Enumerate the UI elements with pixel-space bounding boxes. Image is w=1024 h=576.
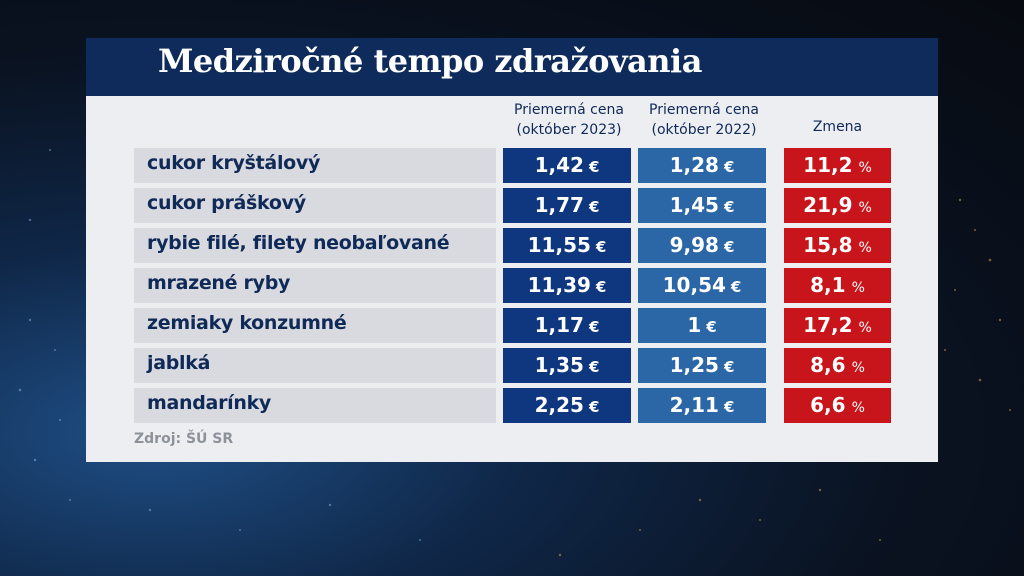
table-row: zemiaky konzumné 1,17 €1 €17,2% <box>134 308 891 343</box>
change-cell: 21,9% <box>784 188 891 223</box>
row-label-cell: mandarínky <box>134 388 496 423</box>
price-2023-value: 1,35 <box>534 353 584 377</box>
price-2023-cell: 11,55 € <box>503 228 631 263</box>
row-label: cukor práškový <box>147 192 306 214</box>
percent-symbol: % <box>851 360 865 376</box>
change-cell: 17,2% <box>784 308 891 343</box>
price-2022-cell: 1,45 € <box>638 188 766 223</box>
price-2023-value: 1,17 <box>534 313 584 337</box>
price-2023-cell: 1,42 € <box>503 148 631 183</box>
price-2023-cell: 1,17 € <box>503 308 631 343</box>
title-bar: Medziročné tempo zdražovania <box>86 38 938 96</box>
row-label-cell: cukor kryštálový <box>134 148 496 183</box>
column-header-price-2023: Priemerná cena (október 2023) <box>499 100 639 140</box>
column-header-price-2022: Priemerná cena (október 2022) <box>634 100 774 140</box>
row-label-cell: rybie filé, filety neobaľované <box>134 228 496 263</box>
column-header-line: (október 2022) <box>651 122 757 138</box>
price-2023-value: 11,39 <box>527 273 591 297</box>
row-label: mandarínky <box>147 392 271 414</box>
percent-symbol: % <box>858 320 872 336</box>
change-cell: 8,1% <box>784 268 891 303</box>
currency-symbol: € <box>723 398 735 416</box>
change-cell: 8,6% <box>784 348 891 383</box>
change-value: 6,6 <box>810 393 846 417</box>
currency-symbol: € <box>588 358 600 376</box>
price-2022-cell: 1,25 € <box>638 348 766 383</box>
price-2022-cell: 10,54 € <box>638 268 766 303</box>
price-2023-cell: 1,77 € <box>503 188 631 223</box>
price-2022-value: 1,25 <box>669 353 719 377</box>
change-value: 17,2 <box>803 313 853 337</box>
currency-symbol: € <box>723 198 735 216</box>
row-label-cell: mrazené ryby <box>134 268 496 303</box>
table-row: cukor kryštálový 1,42 €1,28 €11,2% <box>134 148 891 183</box>
currency-symbol: € <box>730 278 742 296</box>
table-row: mandarínky 2,25 €2,11 €6,6% <box>134 388 891 423</box>
column-header-line: Priemerná cena <box>514 102 624 118</box>
row-label-cell: cukor práškový <box>134 188 496 223</box>
row-label: jablká <box>147 352 211 374</box>
price-table-card: Medziročné tempo zdražovania Priemerná c… <box>86 38 938 462</box>
currency-symbol: € <box>723 238 735 256</box>
change-value: 8,1 <box>810 273 846 297</box>
price-2022-value: 10,54 <box>662 273 726 297</box>
price-2022-cell: 2,11 € <box>638 388 766 423</box>
currency-symbol: € <box>588 318 600 336</box>
row-label: rybie filé, filety neobaľované <box>147 232 450 254</box>
currency-symbol: € <box>588 398 600 416</box>
currency-symbol: € <box>706 318 717 336</box>
table-row: rybie filé, filety neobaľované 11,55 €9,98… <box>134 228 891 263</box>
column-header-change: Zmena <box>812 119 863 135</box>
price-2022-cell: 1,28 € <box>638 148 766 183</box>
price-2022-value: 1,45 <box>669 193 719 217</box>
page-title: Medziročné tempo zdražovania <box>158 42 702 80</box>
price-2023-value: 1,77 <box>534 193 584 217</box>
row-label: cukor kryštálový <box>147 152 321 174</box>
currency-symbol: € <box>723 358 735 376</box>
change-cell: 6,6% <box>784 388 891 423</box>
table-row: mrazené ryby 11,39 €10,54 €8,1% <box>134 268 891 303</box>
percent-symbol: % <box>858 160 872 176</box>
price-2022-cell: 1 € <box>638 308 766 343</box>
percent-symbol: % <box>858 200 872 216</box>
column-header-line: (október 2023) <box>516 122 622 138</box>
price-2022-value: 9,98 <box>669 233 719 257</box>
change-cell: 11,2% <box>784 148 891 183</box>
row-label: mrazené ryby <box>147 272 291 294</box>
column-header-line: Priemerná cena <box>649 102 759 118</box>
price-2023-value: 1,42 <box>534 153 584 177</box>
row-label-cell: jablká <box>134 348 496 383</box>
price-2023-cell: 1,35 € <box>503 348 631 383</box>
change-value: 8,6 <box>810 353 846 377</box>
currency-symbol: € <box>588 158 600 176</box>
price-2022-value: 1 <box>687 313 702 337</box>
price-2022-value: 2,11 <box>669 393 719 417</box>
price-2022-cell: 9,98 € <box>638 228 766 263</box>
row-label-cell: zemiaky konzumné <box>134 308 496 343</box>
currency-symbol: € <box>723 158 735 176</box>
change-value: 15,8 <box>803 233 853 257</box>
table-row: cukor práškový 1,77 €1,45 €21,9% <box>134 188 891 223</box>
percent-symbol: % <box>858 240 872 256</box>
change-value: 21,9 <box>803 193 853 217</box>
percent-symbol: % <box>851 400 865 416</box>
change-value: 11,2 <box>803 153 853 177</box>
percent-symbol: % <box>851 280 865 296</box>
currency-symbol: € <box>588 198 600 216</box>
change-cell: 15,8% <box>784 228 891 263</box>
currency-symbol: € <box>595 238 607 256</box>
table-row: jablká 1,35 €1,25 €8,6% <box>134 348 891 383</box>
source-note: Zdroj: ŠÚ SR <box>134 431 234 447</box>
price-2023-cell: 11,39 € <box>503 268 631 303</box>
price-2023-cell: 2,25 € <box>503 388 631 423</box>
price-2023-value: 11,55 <box>527 233 591 257</box>
currency-symbol: € <box>595 278 607 296</box>
price-2022-value: 1,28 <box>669 153 719 177</box>
price-2023-value: 2,25 <box>534 393 584 417</box>
row-label: zemiaky konzumné <box>147 312 347 334</box>
